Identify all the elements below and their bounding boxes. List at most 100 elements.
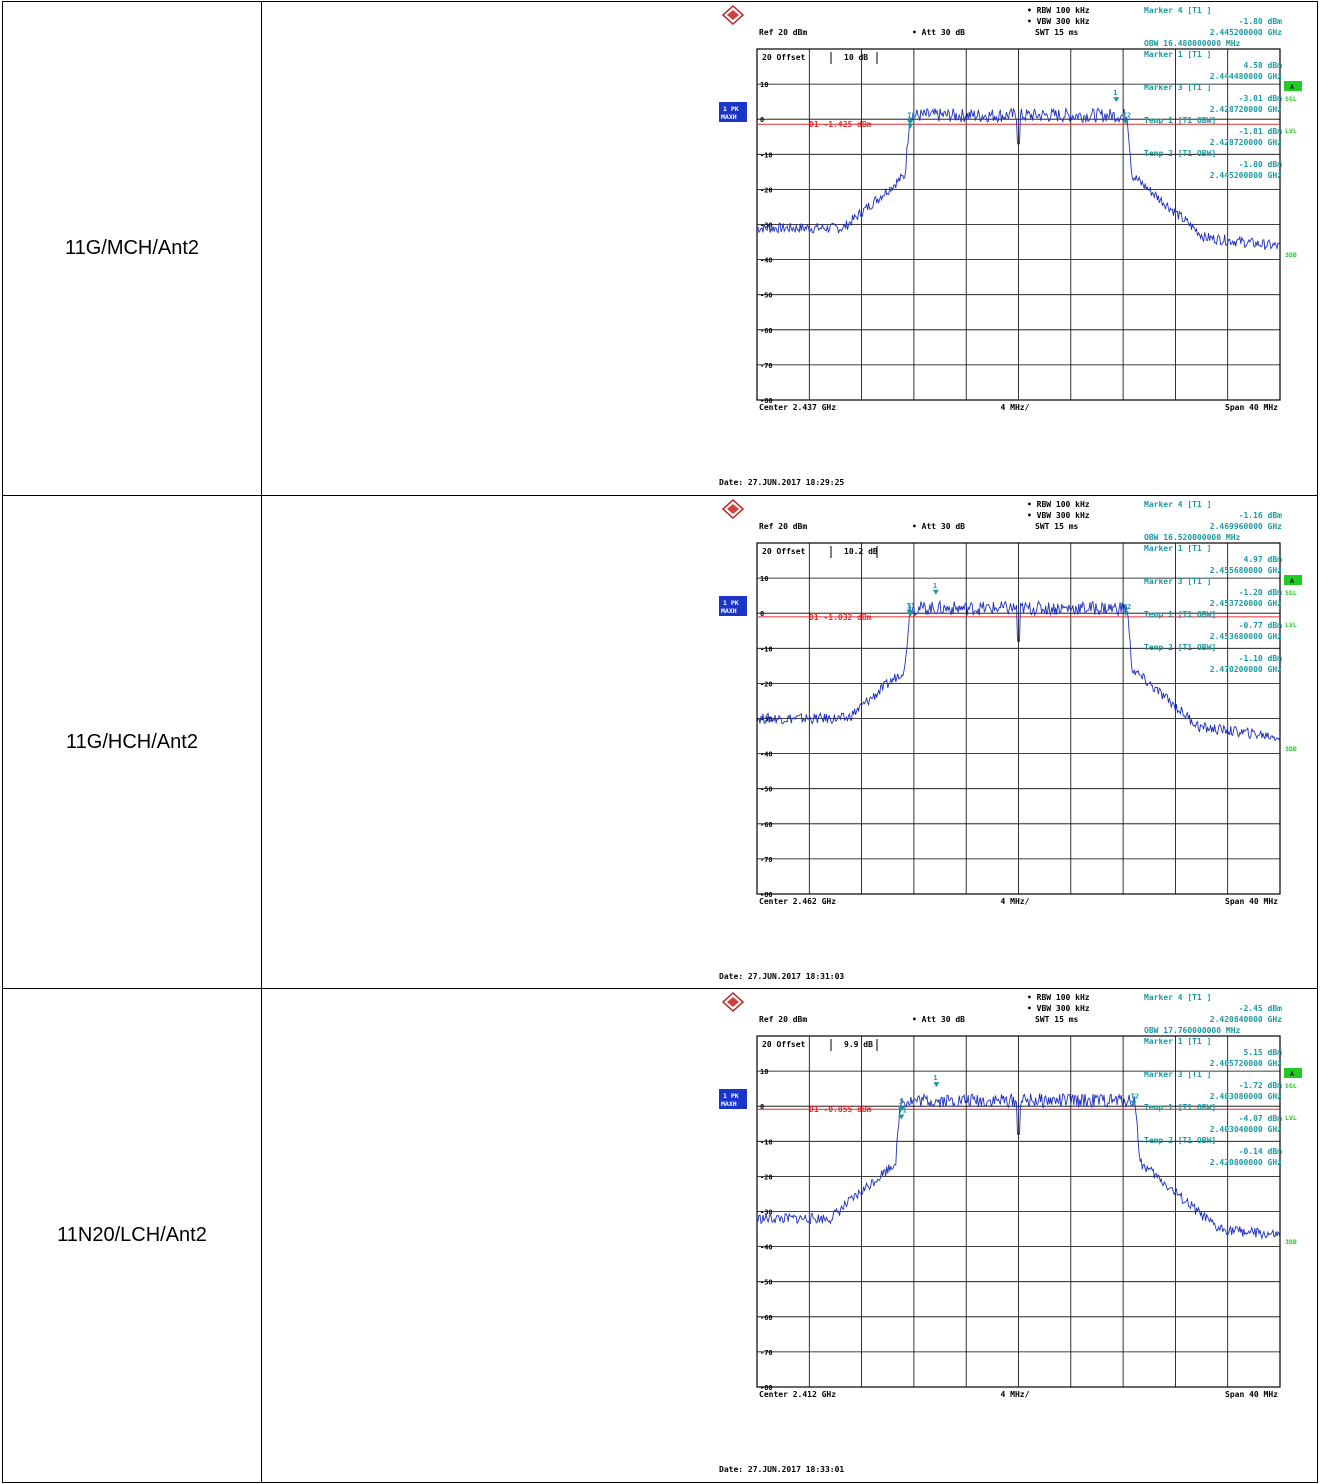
- y-tick-label: -10: [760, 1138, 773, 1146]
- marker-symbol: [932, 589, 939, 595]
- plot-cell: • RBW 100 kHz • VBW 300 kHz SWT 15 ms Ref 2…: [261, 988, 1318, 1483]
- y-tick-label: 10: [760, 81, 768, 89]
- trace-badge-line2: MAXH: [721, 113, 737, 121]
- marker-info-line: -2.45 dBm: [1239, 1004, 1283, 1013]
- spectrum-plot: • RBW 100 kHz • VBW 300 kHz SWT 15 ms Ref 2…: [719, 498, 1302, 981]
- spectrum-plot: • RBW 100 kHz • VBW 300 kHz SWT 15 ms Ref 2…: [719, 991, 1302, 1474]
- y-tick-label: -50: [760, 786, 773, 794]
- y-tick-label: -70: [760, 1349, 773, 1357]
- spectrum-plot: • RBW 100 kHz • VBW 300 kHz SWT 15 ms Ref 2…: [719, 4, 1302, 487]
- marker-info-line: Marker 3 [T1 ]: [1144, 83, 1211, 92]
- offset-prefix: 20 Offset: [762, 53, 806, 62]
- marker-info-line: 2.428720000 GHz: [1210, 105, 1282, 114]
- marker-point-label: 1: [933, 582, 937, 590]
- rbw-label: • RBW 100 kHz: [1027, 6, 1090, 15]
- y-tick-label: 10: [760, 575, 768, 583]
- marker-symbol: [898, 1114, 905, 1120]
- offset-prefix: 20 Offset: [762, 547, 806, 556]
- marker-info-line: 2.420840000 GHz: [1210, 1015, 1282, 1024]
- side-label-a: A: [1290, 83, 1294, 91]
- marker-info-line: -4.07 dBm: [1239, 1114, 1283, 1123]
- marker-info-line: 2.469960000 GHz: [1210, 522, 1282, 531]
- marker-info-line: Marker 3 [T1 ]: [1144, 577, 1211, 586]
- side-label-lvl: LVL: [1285, 1114, 1297, 1122]
- marker-symbol: [1122, 119, 1129, 125]
- marker-point-label: 1: [933, 1074, 937, 1082]
- trace-1: [756, 599, 1281, 742]
- offset-value: 10 dB: [844, 53, 868, 62]
- marker-info-line: 4.97 dBm: [1243, 555, 1282, 564]
- trace-badge: [719, 102, 747, 122]
- marker-info-line: Temp 2 [T1 OBW]: [1144, 1136, 1216, 1145]
- plot-cell: • RBW 100 kHz • VBW 300 kHz SWT 15 ms Ref 2…: [261, 1, 1318, 496]
- trace-badge-line2: MAXH: [721, 607, 737, 615]
- rbw-label: • RBW 100 kHz: [1027, 500, 1090, 509]
- marker-info-line: Temp 1 [T1 OBW]: [1144, 116, 1216, 125]
- trace-badge-line1: 1 PK: [723, 1092, 739, 1100]
- marker-info-line: 4.58 dBm: [1243, 61, 1282, 70]
- trace-badge-line1: 1 PK: [723, 599, 739, 607]
- marker-info-line: Marker 1 [T1 ]: [1144, 50, 1211, 59]
- marker-info-line: -1.81 dBm: [1239, 127, 1283, 136]
- marker-info-line: -1.10 dBm: [1239, 654, 1283, 663]
- marker-symbol: [907, 123, 914, 129]
- rs-logo-icon: [721, 4, 745, 26]
- marker-info-line: Temp 1 [T1 OBW]: [1144, 1103, 1216, 1112]
- marker-info-line: OBW 17.760000000 MHz: [1144, 1026, 1241, 1035]
- marker-info-line: 2.403040000 GHz: [1210, 1125, 1282, 1134]
- marker-info-line: 2.470200000 GHz: [1210, 665, 1282, 674]
- marker-point-label: 3: [907, 603, 911, 611]
- side-label-lvl: LVL: [1285, 127, 1297, 135]
- side-label-sgl: SGL: [1285, 95, 1297, 103]
- marker-info-line: -1.16 dBm: [1239, 511, 1283, 520]
- y-tick-label: -60: [760, 821, 773, 829]
- marker-point-label: T2: [1131, 1093, 1139, 1101]
- side-label-a: A: [1290, 1070, 1294, 1078]
- trace-badge: [719, 596, 747, 616]
- rs-logo-inner: [727, 504, 739, 514]
- marker-point-label: T1: [898, 1106, 906, 1114]
- trace-badge: [719, 1089, 747, 1109]
- vbw-label: • VBW 300 kHz: [1027, 1004, 1090, 1013]
- date-label: Date: 27.JUN.2017 18:33:01: [719, 1465, 844, 1474]
- marker-info-line: -1.80 dBm: [1239, 17, 1283, 26]
- ref-label: Ref 20 dBm: [759, 522, 807, 531]
- marker-info-line: 2.453680000 GHz: [1210, 632, 1282, 641]
- marker-info-line: OBW 16.520000000 MHz: [1144, 533, 1241, 542]
- att-label: • Att 30 dB: [912, 522, 965, 531]
- y-tick-label: -60: [760, 1314, 773, 1322]
- marker-info-line: Marker 4 [T1 ]: [1144, 500, 1211, 509]
- ref-label: Ref 20 dBm: [759, 28, 807, 37]
- att-label: • Att 30 dB: [912, 1015, 965, 1024]
- x-div-label: 4 MHz/: [1001, 897, 1030, 906]
- marker-symbol: [907, 119, 914, 125]
- trace-badge-line2: MAXH: [721, 1100, 737, 1108]
- y-tick-label: -60: [760, 327, 773, 335]
- row-label: 11G/MCH/Ant2: [64, 237, 200, 259]
- side-label-sgl: SGL: [1285, 589, 1297, 597]
- side-label-a-box: [1284, 575, 1302, 585]
- att-label: • Att 30 dB: [912, 28, 965, 37]
- table-row: 11G/HCH/Ant2 • RBW 100 kHz • VBW 300 kHz S…: [2, 495, 1318, 989]
- marker-info-line: 2.403080000 GHz: [1210, 1092, 1282, 1101]
- y-tick-label: -30: [760, 222, 773, 230]
- marker-info-line: Temp 2 [T1 OBW]: [1144, 643, 1216, 652]
- trace-badge-line1: 1 PK: [723, 105, 739, 113]
- side-label-3db: 3DB: [1285, 1238, 1297, 1246]
- trace-1: [756, 1092, 1281, 1240]
- offset-prefix: 20 Offset: [762, 1040, 806, 1049]
- ref-label: Ref 20 dBm: [759, 1015, 807, 1024]
- marker-info-line: 2.444480000 GHz: [1210, 72, 1282, 81]
- y-tick-label: -40: [760, 257, 773, 265]
- marker-info-line: 5.15 dBm: [1243, 1048, 1282, 1057]
- row-label-cell: 11G/MCH/Ant2: [2, 1, 262, 496]
- y-tick-label: -70: [760, 362, 773, 370]
- side-label-3db: 3DB: [1285, 745, 1297, 753]
- x-div-label: 4 MHz/: [1001, 1390, 1030, 1399]
- marker-info-line: -0.77 dBm: [1239, 621, 1283, 630]
- marker-info-line: 2.453720000 GHz: [1210, 599, 1282, 608]
- marker-point-label: T1: [907, 602, 915, 610]
- row-label: 11N20/LCH/Ant2: [57, 1224, 207, 1246]
- marker-symbol: [1122, 611, 1129, 617]
- y-tick-label: 0: [760, 1103, 764, 1111]
